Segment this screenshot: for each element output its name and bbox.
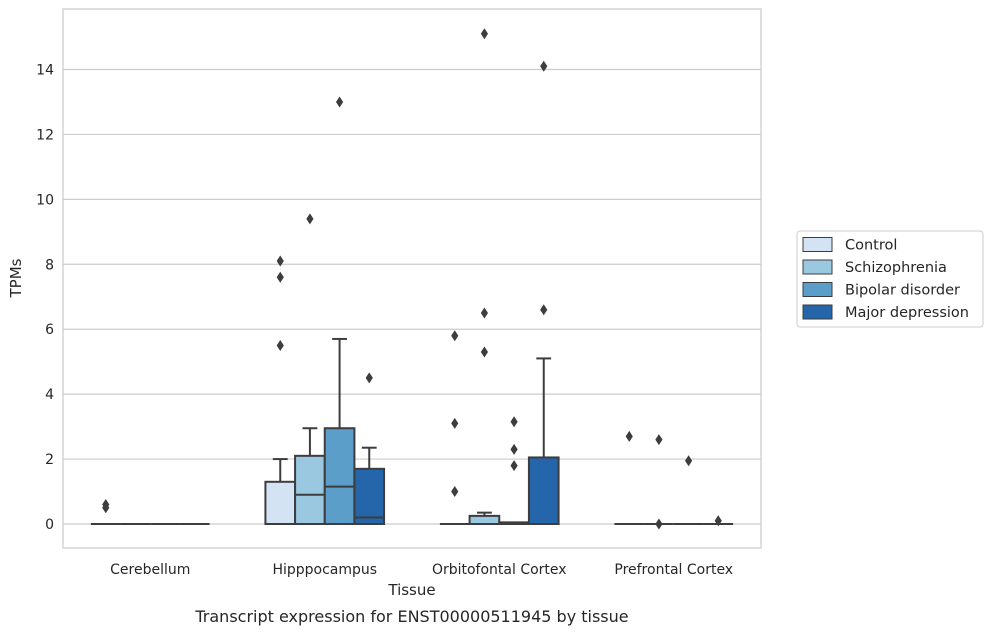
outlier-point	[276, 255, 284, 267]
box-body	[323, 427, 356, 525]
legend-swatch	[802, 282, 833, 297]
x-tick-label: Cerebellum	[110, 562, 190, 578]
outliers	[102, 28, 722, 530]
y-tick-label: 12	[36, 127, 54, 143]
outlier-point	[625, 430, 633, 442]
plot-frame	[62, 8, 762, 549]
outlier-point	[451, 330, 459, 342]
outlier-point	[510, 443, 518, 455]
x-tick-label: Prefrontal Cortex	[614, 562, 733, 578]
y-tick-label: 14	[36, 63, 54, 79]
outlier-point	[451, 486, 459, 498]
y-tick-label: 10	[36, 192, 54, 208]
box	[353, 446, 386, 525]
x-axis-title: Tissue	[387, 581, 435, 599]
outlier-point	[510, 460, 518, 472]
outlier-point	[102, 502, 110, 514]
outlier-point	[276, 339, 284, 351]
outlier-point	[365, 372, 373, 384]
chart-caption: Transcript expression for ENST0000051194…	[194, 607, 628, 626]
grid-lines	[63, 68, 761, 525]
box-body	[353, 467, 386, 525]
box-body	[468, 514, 501, 525]
outlier-point	[480, 346, 489, 358]
y-tick-label: 2	[45, 452, 54, 468]
box	[468, 511, 501, 525]
outlier-point	[480, 307, 489, 319]
outlier-point	[480, 28, 489, 40]
box	[498, 521, 530, 525]
legend-swatch	[802, 259, 833, 275]
box-body	[294, 454, 326, 526]
legend-swatch	[802, 237, 833, 252]
x-tick-label: Hipppocampus	[272, 562, 377, 578]
outlier-point	[306, 213, 314, 225]
outlier-point	[540, 60, 548, 72]
x-tick-label: Orbitofontal Cortex	[432, 562, 567, 578]
outlier-point	[335, 96, 344, 108]
box-body	[264, 480, 297, 525]
boxes	[90, 337, 734, 526]
y-tick-label: 8	[45, 257, 54, 273]
y-tick-label: 6	[45, 322, 54, 338]
y-tick-label: 4	[45, 387, 54, 403]
legend: Control Schizophrenia Bipolar disorder Majo…	[796, 230, 984, 328]
outlier-point	[684, 455, 693, 467]
y-tick-labels: 0 2 4 6 8 10 12 14	[36, 63, 54, 534]
outlier-point	[451, 417, 459, 429]
legend-swatch	[802, 304, 833, 320]
box	[294, 427, 326, 526]
outlier-point	[510, 416, 518, 428]
legend-frame	[796, 230, 984, 328]
outlier-point	[276, 271, 284, 283]
box	[323, 337, 356, 525]
y-axis-title: TPMs	[7, 258, 25, 298]
outlier-point	[655, 518, 663, 530]
box-body	[527, 456, 560, 525]
box	[527, 357, 560, 525]
outlier-point	[714, 515, 722, 527]
legend-label: Major depression	[845, 305, 969, 321]
legend-label: Control	[845, 238, 897, 254]
x-tick-labels: Cerebellum Hipppocampus Orbitofontal Corte…	[110, 562, 733, 578]
legend-label: Schizophrenia	[845, 260, 947, 276]
legend-label: Bipolar disorder	[845, 283, 960, 299]
box	[264, 458, 297, 525]
outlier-point	[540, 304, 548, 316]
y-tick-label: 0	[45, 517, 54, 533]
outlier-point	[655, 434, 663, 446]
